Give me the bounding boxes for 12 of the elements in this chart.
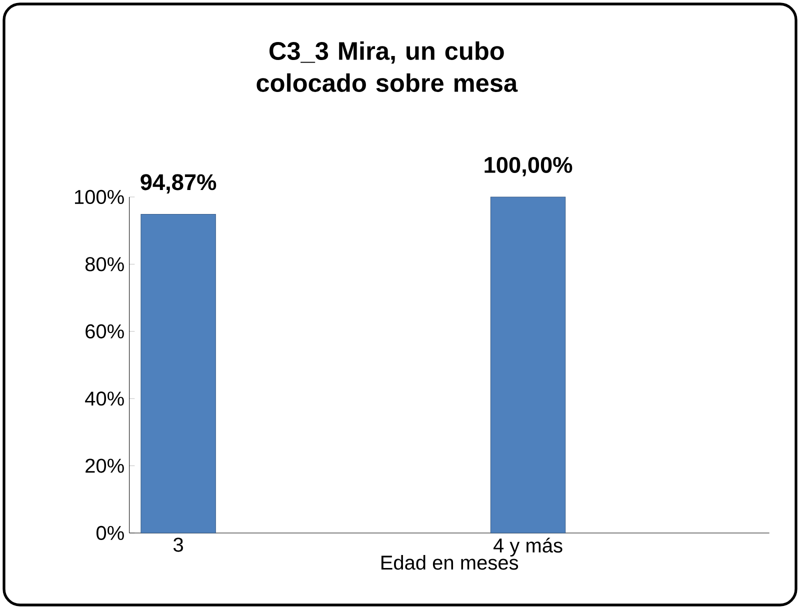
x-tick-label: 4 y más (493, 538, 562, 557)
y-tick-label: 0% (96, 526, 124, 540)
y-tick-label: 100% (75, 190, 124, 204)
y-tick-label: 80% (85, 257, 124, 272)
y-tick-label: 40% (85, 392, 124, 406)
y-tick-label: 60% (86, 324, 124, 338)
y-tick-label: 20% (86, 458, 124, 473)
data-label: 94,87% (140, 174, 216, 194)
data-label: 100,00% (484, 156, 572, 176)
x-axis-title: Edad en meses (381, 555, 518, 570)
chart-title: C3_3 Mira, un cubo colocado sobre mesa (256, 41, 518, 92)
x-tick-label: 3 (173, 538, 183, 552)
